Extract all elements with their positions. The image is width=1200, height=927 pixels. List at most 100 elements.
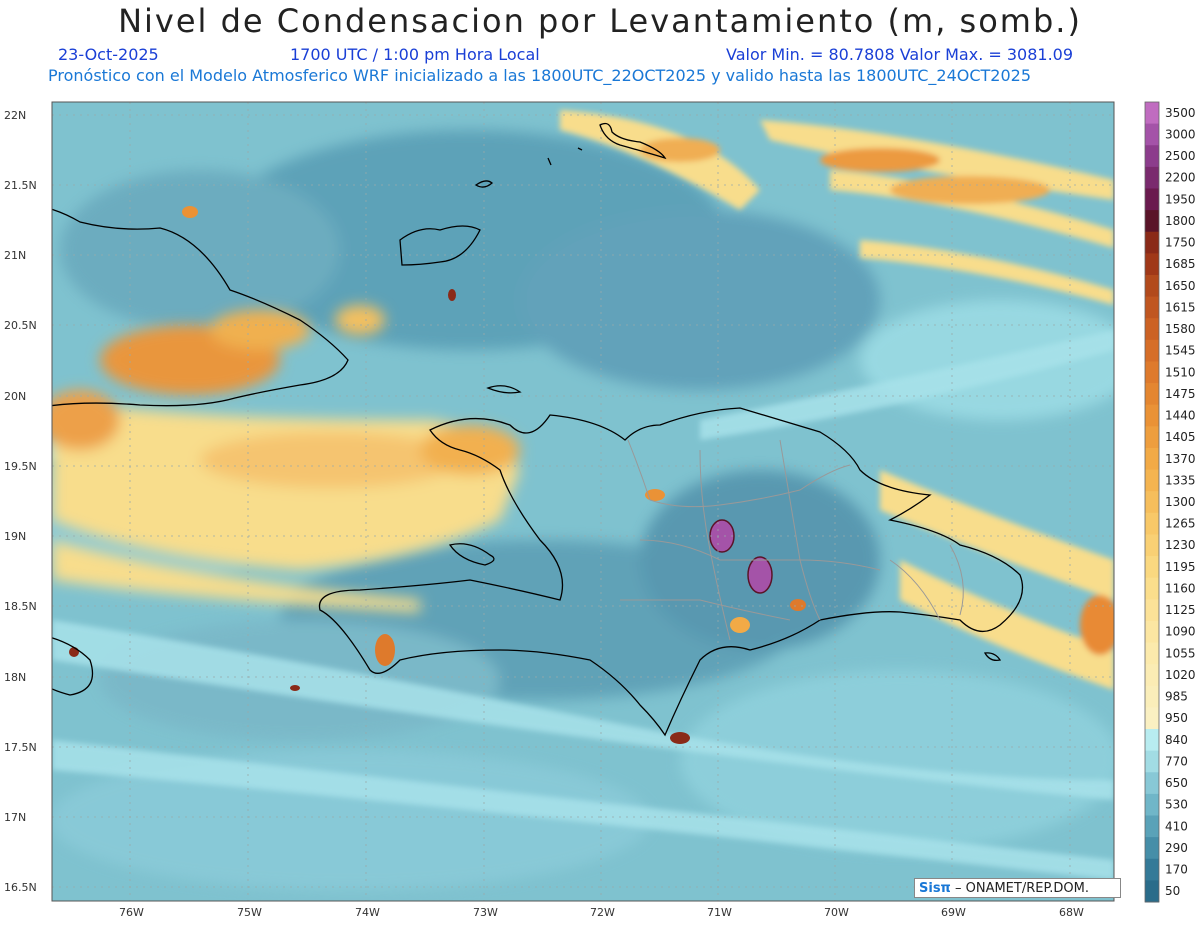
colorbar-swatch — [1145, 880, 1159, 902]
lat-label: 18N — [4, 671, 26, 684]
colorbar-swatch — [1145, 599, 1159, 621]
colorbar-label: 1545 — [1165, 344, 1196, 358]
colorbar-swatch — [1145, 275, 1159, 297]
lon-label: 70W — [824, 906, 849, 919]
colorbar-swatch — [1145, 426, 1159, 448]
lon-label: 69W — [941, 906, 966, 919]
colorbar: 3500 3000 2500 2200 1950 1800 1750 1685 1650 1615… — [1145, 102, 1196, 903]
latitude-labels: 22N 21.5N 21N 20.5N 20N 19.5N 19N 18.5N … — [4, 109, 37, 894]
colorbar-label: 1405 — [1165, 430, 1196, 444]
lat-label: 19N — [4, 530, 26, 543]
lat-label: 16.5N — [4, 881, 37, 894]
colorbar-label: 3000 — [1165, 127, 1196, 141]
colorbar-label: 950 — [1165, 711, 1188, 725]
colorbar-swatch — [1145, 837, 1159, 859]
colorbar-swatch — [1145, 578, 1159, 600]
colorbar-swatch — [1145, 794, 1159, 816]
lat-label: 17N — [4, 811, 26, 824]
lon-label: 71W — [707, 906, 732, 919]
colorbar-label: 1580 — [1165, 322, 1196, 336]
colorbar-label: 1335 — [1165, 473, 1196, 487]
colorbar-label: 1090 — [1165, 625, 1196, 639]
lon-label: 72W — [590, 906, 615, 919]
colorbar-label: 170 — [1165, 863, 1188, 877]
colorbar-swatch — [1145, 751, 1159, 773]
colorbar-swatch — [1145, 340, 1159, 362]
colorbar-swatch — [1145, 188, 1159, 210]
map-title: Nivel de Condensacion por Levantamiento … — [0, 2, 1200, 40]
colorbar-swatch — [1145, 470, 1159, 492]
credit-box: Sisπ – ONAMET/REP.DOM. — [914, 878, 1121, 898]
colorbar-swatch — [1145, 297, 1159, 319]
colorbar-swatch — [1145, 772, 1159, 794]
colorbar-swatch — [1145, 816, 1159, 838]
colorbar-label: 1615 — [1165, 300, 1196, 314]
colorbar-label: 410 — [1165, 819, 1188, 833]
colorbar-swatch — [1145, 729, 1159, 751]
colorbar-swatch — [1145, 210, 1159, 232]
colorbar-swatch — [1145, 621, 1159, 643]
sispi-logo: Sisπ — [919, 881, 951, 896]
colorbar-label: 1950 — [1165, 192, 1196, 206]
colorbar-label: 1055 — [1165, 646, 1196, 660]
colorbar-swatch — [1145, 167, 1159, 189]
colorbar-swatch — [1145, 253, 1159, 275]
colorbar-swatch — [1145, 361, 1159, 383]
colorbar-swatch — [1145, 102, 1159, 124]
lat-label: 20N — [4, 390, 26, 403]
colorbar-swatch — [1145, 643, 1159, 665]
colorbar-label: 1475 — [1165, 387, 1196, 401]
colorbar-swatch — [1145, 448, 1159, 470]
colorbar-swatch — [1145, 124, 1159, 146]
colorbar-label: 3500 — [1165, 106, 1196, 120]
colorbar-label: 985 — [1165, 690, 1188, 704]
colorbar-swatch — [1145, 556, 1159, 578]
colorbar-swatch — [1145, 383, 1159, 405]
lcl-field — [30, 102, 1140, 901]
lat-label: 22N — [4, 109, 26, 122]
colorbar-label: 1125 — [1165, 603, 1196, 617]
lon-label: 68W — [1059, 906, 1084, 919]
colorbar-swatch — [1145, 491, 1159, 513]
forecast-time: 1700 UTC / 1:00 pm Hora Local — [290, 45, 540, 64]
colorbar-label: 1160 — [1165, 581, 1196, 595]
lat-label: 19.5N — [4, 460, 37, 473]
lon-label: 75W — [237, 906, 262, 919]
colorbar-label: 1370 — [1165, 452, 1196, 466]
colorbar-label: 1650 — [1165, 279, 1196, 293]
lat-label: 20.5N — [4, 319, 37, 332]
colorbar-label: 840 — [1165, 733, 1188, 747]
colorbar-swatch — [1145, 513, 1159, 535]
colorbar-label: 650 — [1165, 776, 1188, 790]
colorbar-label: 1510 — [1165, 365, 1196, 379]
value-range: Valor Min. = 80.7808 Valor Max. = 3081.0… — [726, 45, 1073, 64]
credit-text: – ONAMET/REP.DOM. — [955, 881, 1089, 896]
lon-label: 76W — [119, 906, 144, 919]
lon-label: 74W — [355, 906, 380, 919]
colorbar-label: 770 — [1165, 754, 1188, 768]
colorbar-swatch — [1145, 686, 1159, 708]
lat-label: 18.5N — [4, 600, 37, 613]
colorbar-swatch — [1145, 707, 1159, 729]
colorbar-label: 50 — [1165, 884, 1180, 898]
colorbar-label: 1230 — [1165, 538, 1196, 552]
colorbar-swatch — [1145, 405, 1159, 427]
colorbar-label: 1300 — [1165, 495, 1196, 509]
colorbar-label: 1020 — [1165, 668, 1196, 682]
colorbar-swatch — [1145, 232, 1159, 254]
colorbar-label: 290 — [1165, 841, 1188, 855]
colorbar-label: 1440 — [1165, 409, 1196, 423]
lat-label: 21N — [4, 249, 26, 262]
colorbar-label: 1685 — [1165, 257, 1196, 271]
colorbar-label: 1800 — [1165, 214, 1196, 228]
colorbar-label: 2200 — [1165, 171, 1196, 185]
colorbar-swatch — [1145, 318, 1159, 340]
model-info: Pronóstico con el Modelo Atmosferico WRF… — [48, 66, 1031, 85]
lat-label: 17.5N — [4, 741, 37, 754]
colorbar-label: 1750 — [1165, 236, 1196, 250]
lon-label: 73W — [473, 906, 498, 919]
colorbar-label: 1265 — [1165, 517, 1196, 531]
colorbar-swatch — [1145, 664, 1159, 686]
colorbar-label: 530 — [1165, 798, 1188, 812]
